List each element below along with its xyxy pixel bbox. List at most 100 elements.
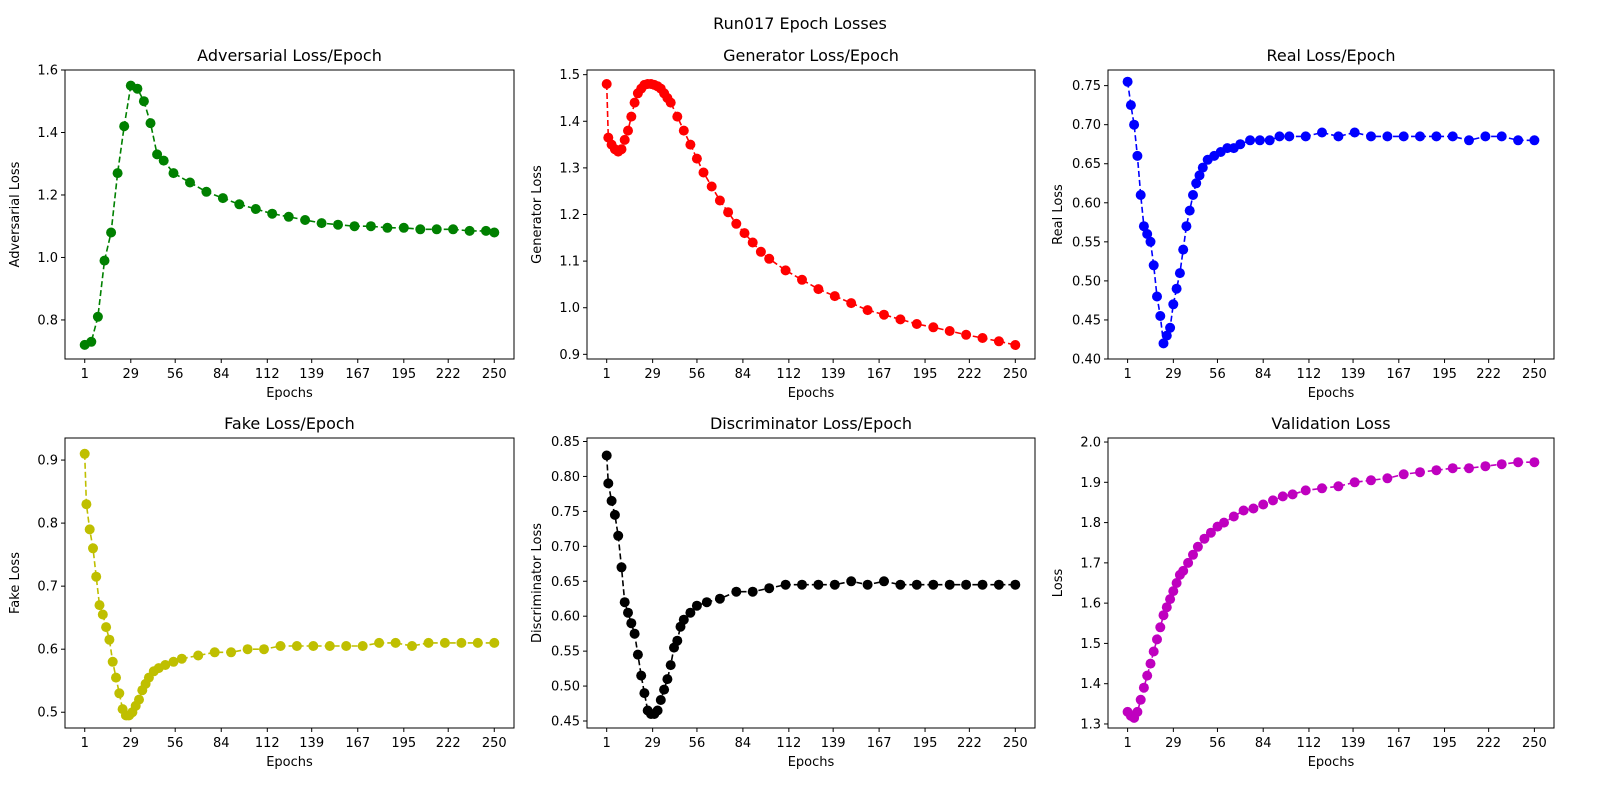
chart-1-data-point — [250, 204, 261, 214]
chart-5-y-tick-label: 0.85 — [551, 435, 580, 450]
chart-4-y-axis-label: Fake Loss — [8, 552, 23, 614]
chart-1-data-point — [138, 96, 149, 107]
chart-1-data-point — [431, 224, 442, 235]
chart-2-data-point — [747, 237, 758, 248]
chart-4-data-point — [308, 641, 319, 651]
chart-4-data-point — [341, 641, 352, 651]
chart-5-data-point — [616, 562, 627, 573]
chart-4-y-tick-label: 0.6 — [37, 643, 58, 658]
chart-4-data-point — [84, 524, 95, 535]
chart-3-data-point — [1245, 135, 1256, 146]
chart-6-x-tick-label: 112 — [1297, 736, 1322, 751]
chart-4-data-point — [275, 641, 286, 651]
chart-1-data-point — [464, 225, 475, 236]
chart-6-data-point — [1480, 461, 1491, 472]
chart-2-data-point — [1010, 340, 1021, 350]
chart-5-data-point — [652, 705, 663, 716]
chart-5-data-point — [780, 579, 791, 590]
chart-6-x-tick-label: 195 — [1432, 736, 1457, 751]
chart-4-data-point — [489, 637, 500, 648]
chart-5-data-point — [961, 579, 972, 590]
chart-4-data-point — [324, 641, 335, 651]
chart-1-data-point — [92, 311, 103, 322]
chart-3-data-point — [1125, 100, 1136, 111]
chart-6-x-axis-label: Epochs — [1308, 755, 1355, 770]
chart-2-data-point — [723, 207, 734, 218]
chart-4-data-point — [226, 647, 237, 658]
chart-4-data-point — [88, 543, 98, 554]
chart-4-data-point — [407, 641, 417, 651]
chart-3-data-point — [1152, 291, 1162, 302]
chart-3-data-point — [1235, 139, 1246, 150]
chart-4-data-point — [114, 688, 125, 699]
chart-3-x-tick-label: 250 — [1522, 367, 1547, 382]
chart-4-data-point — [91, 571, 102, 582]
chart-5-data-point — [1010, 579, 1021, 590]
chart-6-data-point — [1238, 505, 1249, 516]
chart-1-data-point — [99, 255, 110, 266]
chart-2-data-point — [797, 274, 807, 285]
chart-1-title: Adversarial Loss/Epoch — [197, 46, 382, 65]
chart-6-data-point — [1219, 517, 1229, 528]
chart-6-data-point — [1496, 459, 1507, 470]
chart-4-x-tick-label: 1 — [81, 736, 89, 751]
chart-5-x-tick-label: 29 — [644, 736, 661, 751]
chart-3-real-loss-epoch: Real Loss/Epoch 1 29 56 84 112 139 167 195 222 250… — [1051, 46, 1555, 401]
chart-4-x-axis-label: Epochs — [266, 755, 313, 770]
chart-5-data-point — [928, 579, 939, 590]
chart-6-data-point — [1161, 602, 1172, 613]
chart-5-data-point — [609, 509, 620, 520]
chart-5-y-tick-label: 0.55 — [551, 645, 580, 660]
chart-5-data-point — [862, 579, 873, 590]
chart-3-data-point — [1135, 190, 1146, 200]
chart-2-data-point — [626, 111, 637, 122]
chart-2-data-point — [993, 336, 1004, 347]
chart-3-data-point — [1513, 135, 1524, 146]
chart-6-data-point — [1145, 658, 1156, 669]
chart-6-data-point — [1171, 578, 1182, 588]
chart-1-data-point — [119, 121, 130, 132]
chart-3-data-point — [1197, 162, 1208, 173]
chart-2-data-point — [672, 111, 683, 122]
chart-5-data-point — [797, 579, 807, 590]
chart-6-validation-loss: Validation Loss 1 29 56 84 112 139 167 195 222 250… — [1051, 414, 1555, 770]
chart-5-data-point — [665, 660, 676, 671]
chart-2-x-axis-label: Epochs — [788, 386, 835, 401]
chart-1-data-point — [489, 227, 500, 238]
chart-5-x-tick-label: 56 — [689, 736, 706, 751]
chart-6-data-point — [1464, 463, 1474, 474]
chart-3-data-point — [1161, 330, 1172, 341]
chart-4-data-point — [472, 637, 483, 648]
chart-2-data-point — [623, 125, 633, 136]
chart-1-data-point — [201, 186, 212, 197]
chart-3-y-tick-label: 0.70 — [1072, 118, 1101, 133]
chart-6-y-tick-label: 1.3 — [1080, 717, 1101, 732]
chart-6-data-point — [1415, 467, 1425, 478]
chart-6-title: Validation Loss — [1271, 414, 1390, 433]
chart-1-x-tick-label: 84 — [213, 367, 230, 382]
chart-6-x-tick-label: 56 — [1209, 736, 1226, 751]
chart-5-data-point — [731, 586, 742, 597]
chart-3-data-point — [1168, 299, 1179, 310]
chart-1-plot-frame — [64, 69, 515, 360]
chart-3-data-point — [1129, 119, 1140, 130]
chart-6-data-point — [1317, 483, 1327, 494]
chart-5-y-tick-label: 0.70 — [551, 540, 580, 555]
chart-1-data-point — [267, 208, 278, 219]
chart-3-data-point — [1178, 244, 1189, 255]
chart-3-x-tick-label: 29 — [1165, 367, 1182, 382]
chart-1-data-point — [217, 193, 228, 204]
chart-6-y-tick-label: 2.0 — [1080, 436, 1101, 451]
chart-4-x-tick-label: 139 — [299, 736, 324, 751]
chart-6-data-point — [1287, 489, 1298, 500]
chart-3-y-tick-label: 0.40 — [1072, 353, 1101, 368]
chart-4-data-point — [94, 600, 105, 611]
chart-5-data-point — [632, 649, 643, 660]
chart-6-data-point — [1431, 465, 1442, 476]
chart-1-x-tick-label: 222 — [436, 367, 461, 382]
chart-5-data-point — [829, 579, 840, 590]
chart-4-title: Fake Loss/Epoch — [224, 414, 355, 433]
chart-5-data-point — [672, 635, 683, 646]
